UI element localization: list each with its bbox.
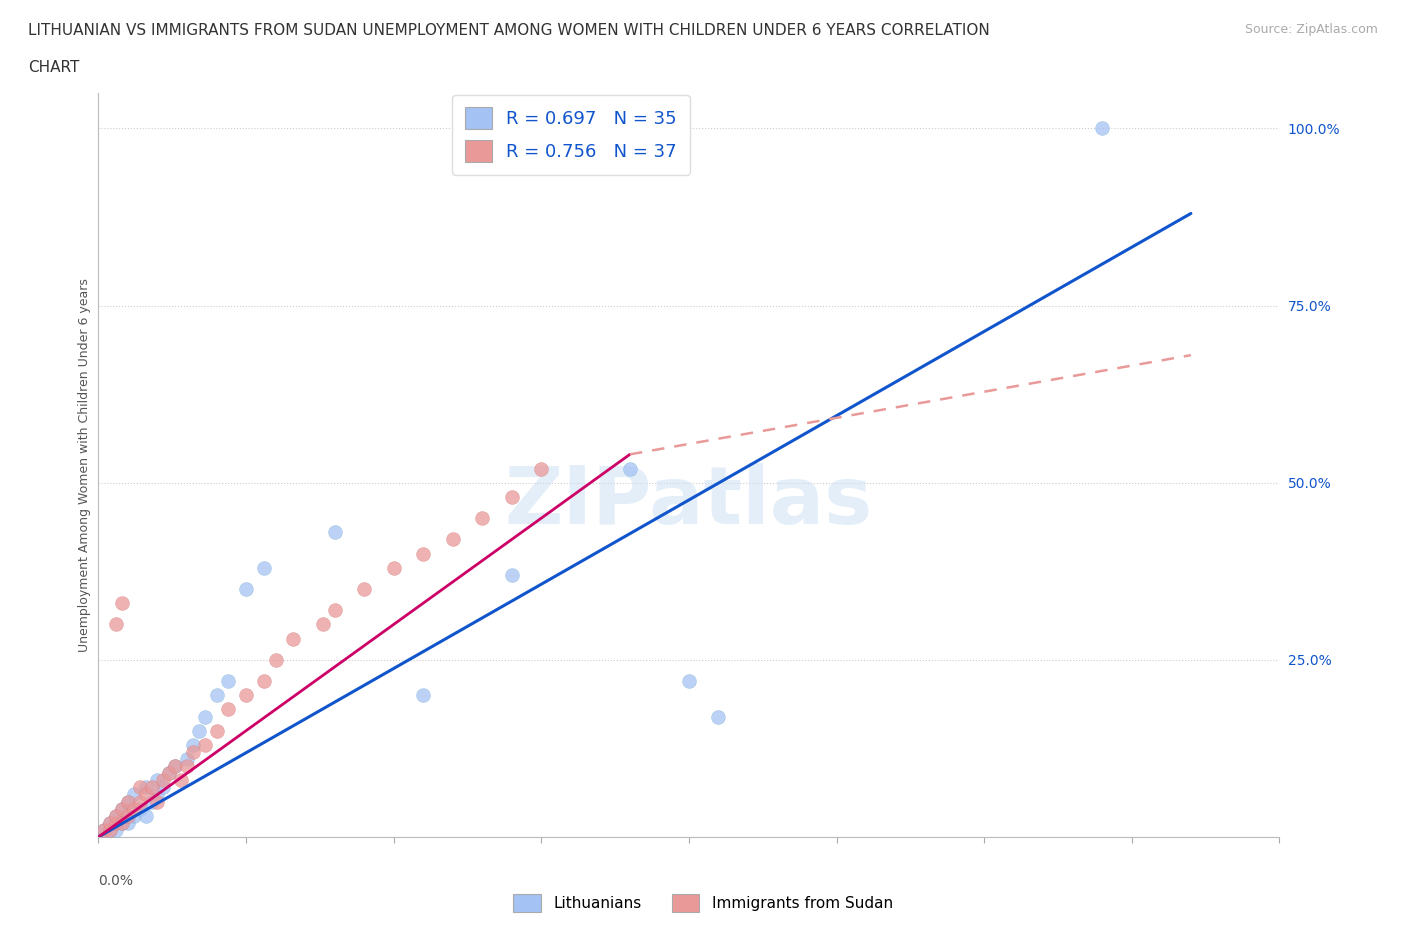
- Point: [105, 808, 128, 823]
- Point: [111, 802, 134, 817]
- Point: [170, 773, 193, 788]
- Point: [1091, 121, 1114, 136]
- Point: [253, 560, 276, 575]
- Point: [323, 603, 346, 618]
- Point: [141, 794, 163, 809]
- Point: [105, 822, 128, 837]
- Point: [128, 802, 150, 817]
- Point: [165, 759, 187, 774]
- Point: [283, 631, 305, 646]
- Point: [135, 808, 157, 823]
- Point: [98, 816, 121, 830]
- Point: [105, 808, 128, 823]
- Point: [117, 816, 139, 830]
- Text: Source: ZipAtlas.com: Source: ZipAtlas.com: [1244, 23, 1378, 36]
- Point: [117, 794, 139, 809]
- Point: [235, 581, 257, 596]
- Point: [165, 759, 187, 774]
- Point: [146, 773, 169, 788]
- Point: [135, 780, 157, 795]
- Point: [157, 765, 180, 780]
- Point: [157, 765, 180, 780]
- Point: [194, 737, 217, 752]
- Point: [501, 567, 523, 582]
- Legend: R = 0.697   N = 35, R = 0.756   N = 37: R = 0.697 N = 35, R = 0.756 N = 37: [453, 95, 689, 175]
- Point: [181, 745, 204, 760]
- Point: [176, 751, 198, 766]
- Point: [98, 816, 121, 830]
- Point: [176, 759, 198, 774]
- Point: [264, 653, 287, 668]
- Legend: Lithuanians, Immigrants from Sudan: Lithuanians, Immigrants from Sudan: [508, 888, 898, 918]
- Point: [128, 780, 150, 795]
- Point: [111, 802, 134, 817]
- Point: [122, 808, 145, 823]
- Text: ZIPatlas: ZIPatlas: [505, 463, 873, 541]
- Point: [122, 802, 145, 817]
- Point: [353, 581, 375, 596]
- Point: [105, 617, 128, 631]
- Point: [146, 787, 169, 802]
- Point: [117, 794, 139, 809]
- Point: [707, 709, 730, 724]
- Point: [98, 822, 121, 837]
- Point: [111, 816, 134, 830]
- Point: [117, 808, 139, 823]
- Point: [111, 816, 134, 830]
- Point: [146, 794, 169, 809]
- Point: [412, 546, 434, 561]
- Point: [217, 702, 239, 717]
- Point: [141, 780, 163, 795]
- Point: [93, 822, 115, 837]
- Point: [619, 461, 641, 476]
- Y-axis label: Unemployment Among Women with Children Under 6 years: Unemployment Among Women with Children U…: [79, 278, 91, 652]
- Point: [323, 525, 346, 539]
- Point: [235, 688, 257, 703]
- Text: LITHUANIAN VS IMMIGRANTS FROM SUDAN UNEMPLOYMENT AMONG WOMEN WITH CHILDREN UNDER: LITHUANIAN VS IMMIGRANTS FROM SUDAN UNEM…: [28, 23, 990, 38]
- Point: [205, 724, 228, 738]
- Point: [678, 673, 700, 688]
- Point: [530, 461, 553, 476]
- Point: [98, 822, 121, 837]
- Point: [382, 560, 405, 575]
- Point: [217, 673, 239, 688]
- Point: [194, 709, 217, 724]
- Point: [253, 673, 276, 688]
- Point: [122, 787, 145, 802]
- Point: [471, 511, 494, 525]
- Point: [128, 794, 150, 809]
- Point: [441, 532, 464, 547]
- Point: [105, 816, 128, 830]
- Point: [501, 489, 523, 504]
- Point: [135, 787, 157, 802]
- Point: [93, 822, 115, 837]
- Point: [312, 617, 335, 631]
- Text: 0.0%: 0.0%: [98, 874, 134, 888]
- Point: [152, 780, 174, 795]
- Text: CHART: CHART: [28, 60, 80, 75]
- Point: [187, 724, 209, 738]
- Point: [111, 596, 134, 611]
- Point: [412, 688, 434, 703]
- Point: [181, 737, 204, 752]
- Point: [152, 773, 174, 788]
- Point: [205, 688, 228, 703]
